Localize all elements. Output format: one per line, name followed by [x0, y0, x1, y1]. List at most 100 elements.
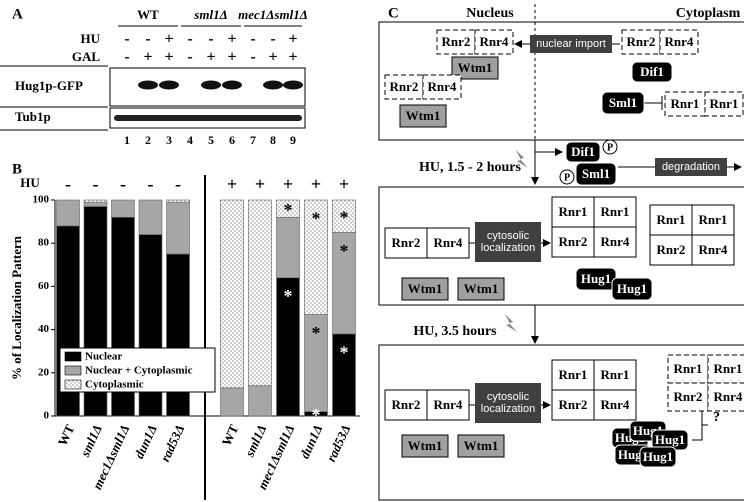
protein-label: Rnr4 — [665, 34, 694, 49]
protein-label: Wtm1 — [458, 60, 493, 75]
protein-label: Rnr2 — [559, 234, 588, 249]
condition-sign: + — [283, 174, 293, 194]
sign: - — [145, 31, 150, 48]
protein-label: Sml1 — [609, 95, 637, 110]
lane-number: 3 — [166, 133, 172, 147]
condition-sign: - — [148, 174, 154, 194]
condition-sign: + — [339, 174, 349, 194]
condition-sign: + — [311, 174, 321, 194]
protein-label: Rnr4 — [434, 397, 463, 412]
protein-label: Rnr2 — [392, 397, 421, 412]
lane-number: 6 — [229, 133, 235, 147]
annotation: * — [340, 207, 349, 227]
protein-label: Rnr1 — [671, 96, 700, 111]
protein-label: Hug1 — [655, 432, 685, 447]
sign: - — [270, 31, 275, 48]
sign: + — [227, 49, 236, 66]
bar-segment — [249, 386, 272, 416]
annotation: * — [312, 323, 321, 343]
blot-band — [159, 81, 179, 90]
process-box: cytosolic localization — [475, 383, 541, 423]
blot-band — [201, 81, 221, 90]
condition-sign: - — [93, 174, 99, 194]
blot-band — [138, 81, 158, 90]
lane-number: 7 — [250, 133, 256, 147]
blot-label: Tub1p — [15, 109, 51, 124]
protein-label: Rnr2 — [442, 34, 471, 49]
bar-segment — [221, 200, 244, 388]
x-tick-label: dun1Δ — [297, 422, 326, 461]
lane-number: 1 — [124, 133, 130, 147]
condition-label: HU — [20, 175, 40, 190]
protein-label: Rnr1 — [699, 212, 728, 227]
protein-label: Rnr4 — [434, 235, 463, 250]
process-label: cytosolic localization — [475, 222, 541, 262]
protein-label: Wtm1 — [408, 438, 443, 453]
annotation: * — [340, 342, 349, 362]
protein-label: Rnr1 — [559, 204, 588, 219]
process-label: degradation — [655, 158, 727, 176]
lane-number: 4 — [187, 133, 193, 147]
y-tick-label: 60 — [38, 280, 50, 292]
y-tick-label: 80 — [38, 237, 50, 249]
protein-label: Rnr2 — [657, 242, 686, 257]
page: {"panel_a": {"label": "A", "strains": ["… — [0, 0, 744, 502]
sign: + — [164, 31, 173, 48]
legend-label: Nuclear + Cytoplasmic — [85, 365, 193, 377]
protein-label: Rnr1 — [714, 361, 743, 376]
bar-segment — [221, 388, 244, 416]
y-tick-label: 100 — [33, 194, 50, 206]
y-tick-label: 0 — [44, 410, 50, 422]
question: ? — [713, 410, 720, 425]
protein-label: Rnr2 — [674, 389, 703, 404]
sign: + — [227, 31, 236, 48]
protein-label: Rnr1 — [559, 367, 588, 382]
panel-label: A — [12, 6, 23, 22]
step-label: HU, 1.5 - 2 hours — [419, 160, 521, 175]
annotation: * — [284, 286, 293, 306]
step-label: HU, 3.5 hours — [413, 324, 497, 339]
protein-label: Rnr4 — [428, 79, 457, 94]
annotation: * — [312, 208, 321, 228]
condition-sign: + — [227, 174, 237, 194]
protein-label: Wtm1 — [408, 281, 443, 296]
protein-label: Rnr2 — [390, 79, 419, 94]
lane-number: 9 — [290, 133, 296, 147]
bar-segment — [57, 200, 80, 226]
bar-segment — [84, 202, 107, 206]
strain-label: sml1Δ — [193, 7, 227, 22]
blot-band — [114, 115, 302, 121]
sign: - — [250, 31, 255, 48]
figure: AWTsml1Δmec1Δsml1ΔHU--+--+--+GAL-++-++-+… — [0, 0, 744, 502]
sign: + — [164, 49, 173, 66]
compartment: Cytoplasm — [676, 6, 741, 21]
protein-label: Rnr1 — [710, 96, 739, 111]
protein-label: Rnr4 — [601, 397, 630, 412]
legend-swatch — [65, 380, 81, 389]
sign: + — [268, 49, 277, 66]
process-box: degradation — [655, 158, 727, 176]
bar-segment — [139, 200, 162, 235]
y-axis-label: % of Localization Pattern — [9, 235, 24, 380]
x-tick-label: sml1Δ — [241, 422, 269, 460]
condition-sign: - — [65, 174, 71, 194]
x-tick-label: rad53Δ — [323, 422, 353, 464]
sign: - — [208, 31, 213, 48]
protein-label: Wtm1 — [464, 281, 499, 296]
blot-band — [222, 81, 242, 90]
sign: + — [288, 31, 297, 48]
protein-label: Rnr1 — [674, 361, 703, 376]
protein-label: Hug1 — [643, 449, 673, 464]
y-tick-label: 40 — [38, 323, 50, 335]
protein-label: Sml1 — [582, 166, 610, 181]
protein-label: Rnr1 — [657, 212, 686, 227]
legend-swatch — [65, 366, 81, 375]
phospho-label: P — [564, 172, 570, 183]
annotation: * — [284, 200, 293, 220]
bar-segment — [112, 200, 135, 217]
condition-sign: - — [175, 174, 181, 194]
protein-label: Wtm1 — [464, 438, 499, 453]
bar-segment — [167, 200, 190, 202]
protein-label: Wtm1 — [406, 108, 441, 123]
bar-segment — [277, 217, 300, 277]
